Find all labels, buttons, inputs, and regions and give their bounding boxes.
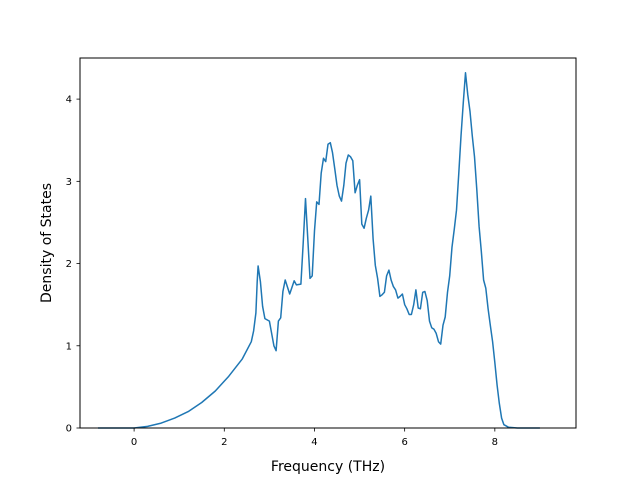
x-tick-label: 0 [131, 437, 137, 448]
x-tick-label: 6 [401, 437, 407, 448]
y-axis-label: Density of States [39, 183, 55, 303]
y-tick-label: 4 [66, 95, 72, 106]
x-tick-label: 8 [492, 437, 498, 448]
x-tick-label: 4 [311, 437, 317, 448]
plot-area [98, 72, 540, 429]
y-tick-label: 3 [66, 177, 72, 188]
x-tick-label: 2 [221, 437, 227, 448]
x-axis-label: Frequency (THz) [271, 459, 385, 475]
x-ticks: 0 2 4 6 8 [131, 428, 498, 448]
dos-series-line-0 [98, 72, 540, 429]
y-tick-label: 1 [66, 341, 72, 352]
axes-frame [79, 57, 577, 429]
y-tick-label: 0 [66, 424, 72, 435]
y-ticks: 0 1 2 3 4 [66, 95, 80, 435]
y-tick-label: 2 [66, 259, 72, 270]
